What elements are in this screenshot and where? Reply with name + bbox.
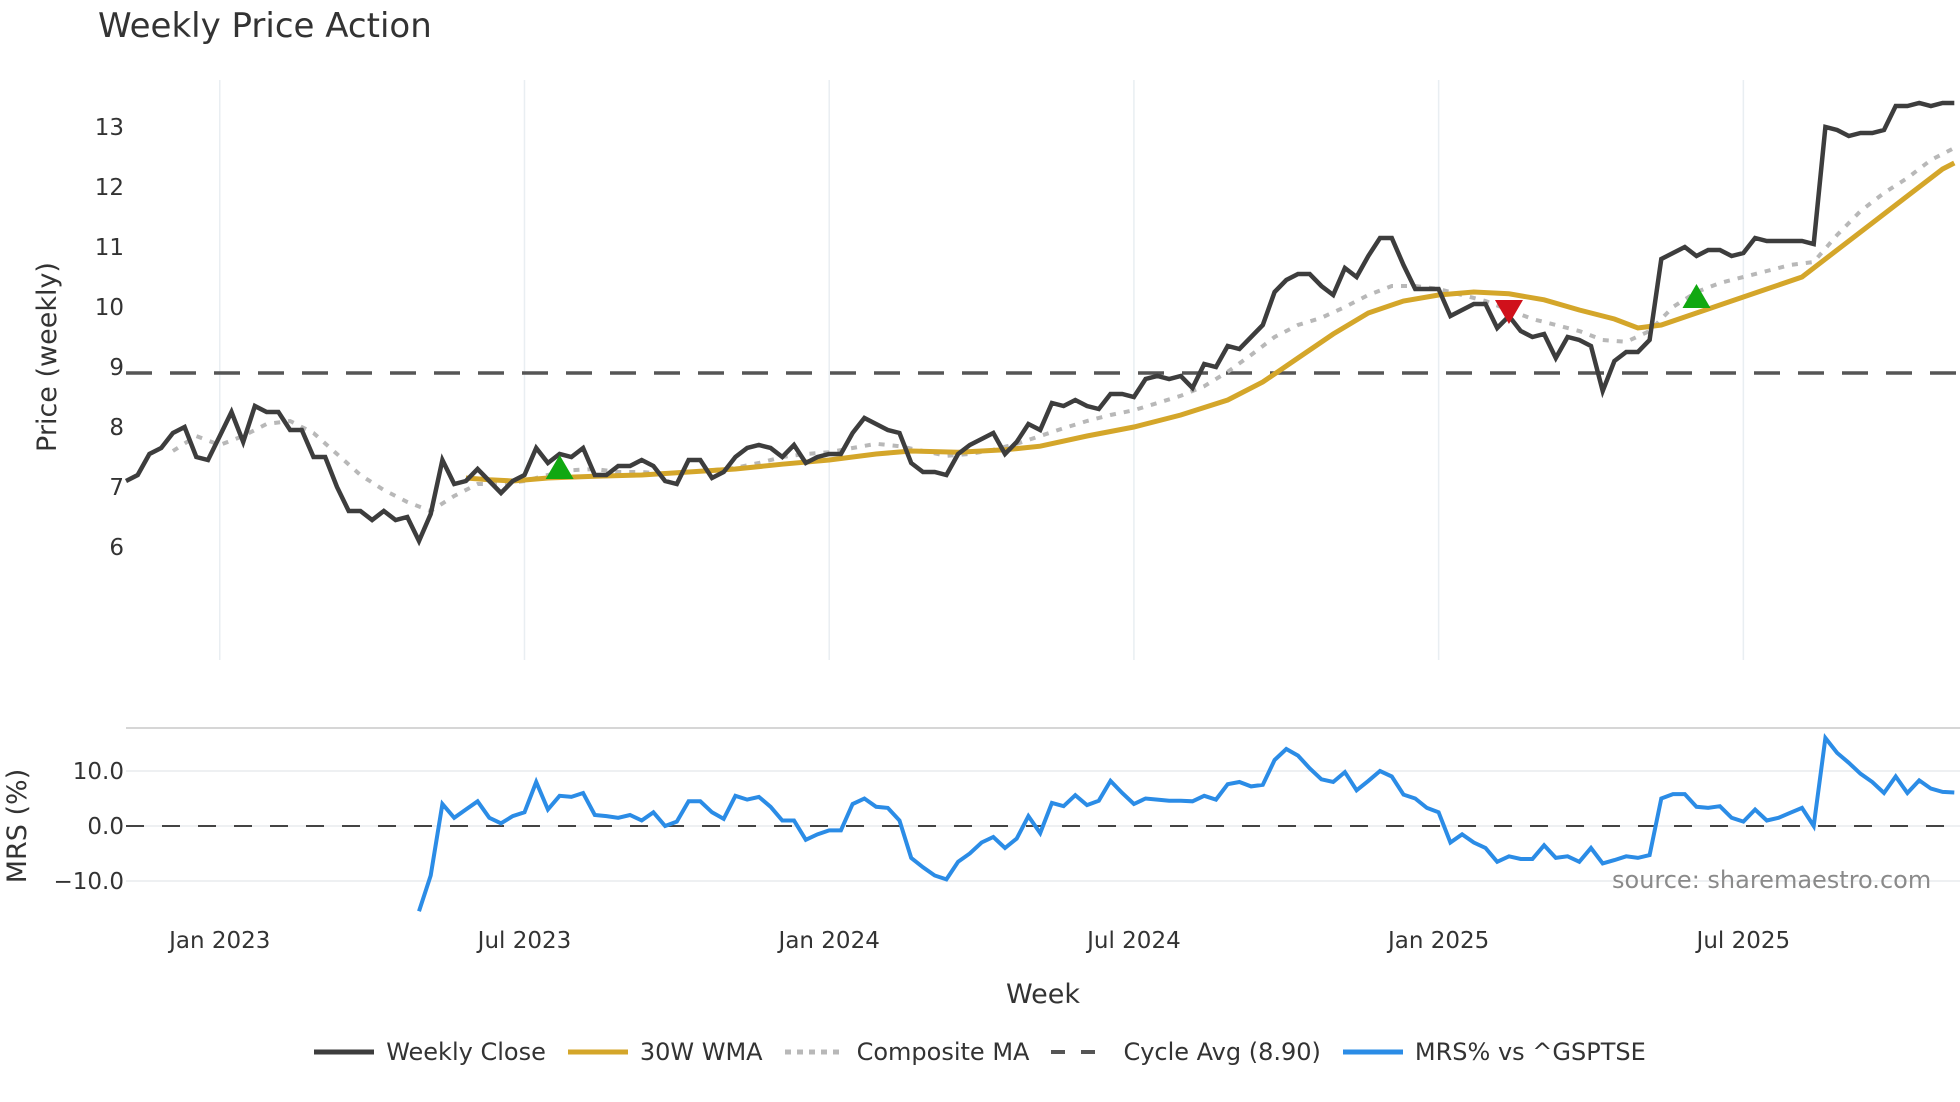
legend-label: MRS% vs ^GSPTSE: [1414, 1038, 1646, 1066]
30w-wma-line: [465, 160, 1956, 484]
chart-title: Weekly Price Action: [98, 6, 432, 46]
y-tick-label: 11: [95, 235, 124, 261]
x-tick-label: Jul 2023: [476, 928, 572, 954]
legend-swatch-icon: [1051, 1050, 1112, 1054]
y-tick-label: 9: [109, 355, 124, 381]
composite-ma-line: [171, 146, 1956, 514]
legend-label: Cycle Avg (8.90): [1123, 1038, 1321, 1066]
weekly-close-line: [124, 100, 1955, 547]
x-tick-label: Jan 2025: [1386, 928, 1489, 954]
mrs-y-tick-label: 0.0: [87, 814, 124, 840]
legend-item[interactable]: Cycle Avg (8.90): [1051, 1038, 1321, 1066]
x-tick-label: Jan 2024: [777, 928, 880, 954]
legend-swatch-icon: [784, 1049, 845, 1055]
x-axis-label: Week: [1006, 979, 1080, 1010]
legend-item[interactable]: Composite MA: [784, 1038, 1030, 1066]
y-tick-label: 6: [109, 535, 124, 561]
x-tick-label: Jul 2025: [1695, 928, 1791, 954]
legend-item[interactable]: 30W WMA: [567, 1038, 763, 1066]
legend-swatch-icon: [567, 1049, 628, 1055]
x-tick-label: Jan 2023: [167, 928, 270, 954]
buy-signal-triangle-up-icon: [1682, 284, 1711, 308]
y-tick-label: 12: [95, 175, 124, 201]
x-tick-label: Jul 2024: [1085, 928, 1181, 954]
mrs-y-tick-label: 10.0: [73, 759, 124, 785]
y-axis-label-price: Price (weekly): [32, 262, 63, 452]
y-tick-label: 8: [109, 415, 124, 441]
mrs-line: [417, 733, 1955, 912]
y-axis-label-mrs: MRS (%): [2, 769, 33, 884]
price-panel-grid: [219, 80, 1745, 660]
legend-label: 30W WMA: [639, 1038, 763, 1066]
y-tick-label: 13: [95, 115, 124, 141]
buy-signal-triangle-up-icon: [545, 455, 574, 479]
mrs-panel-grid: [126, 727, 1960, 882]
axis-ticks: Jan 2023 Jul 2023 Jan 2024 Jul 2024 Jan 2025…: [54, 115, 1791, 954]
source-attribution: source: sharemaestro.com: [1612, 866, 1932, 894]
y-tick-label: 7: [109, 475, 124, 501]
legend-label: Weekly Close: [386, 1038, 546, 1066]
legend-label: Composite MA: [856, 1038, 1030, 1066]
mrs-y-tick-label: −10.0: [54, 869, 124, 895]
series-layer: [124, 100, 1960, 912]
legend-item[interactable]: MRS% vs ^GSPTSE: [1342, 1038, 1646, 1066]
legend-swatch-icon: [314, 1049, 375, 1055]
y-tick-label: 10: [95, 295, 124, 321]
sell-signal-triangle-down-icon: [1494, 300, 1523, 324]
legend-swatch-icon: [1342, 1049, 1403, 1055]
legend: Weekly Close 30W WMA Composite MA Cycle Avg…: [0, 1038, 1960, 1066]
legend-item[interactable]: Weekly Close: [314, 1038, 546, 1066]
signal-markers: [545, 284, 1711, 479]
